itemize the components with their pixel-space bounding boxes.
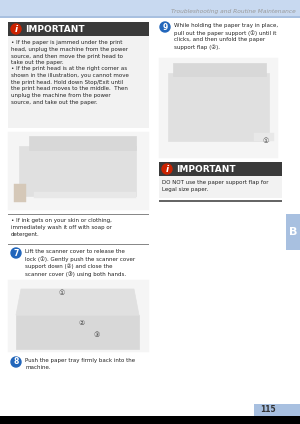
Circle shape [162, 164, 172, 174]
Bar [159, 162, 282, 176]
Text: ①: ① [59, 290, 65, 296]
Text: • If ink gets on your skin or clothing,
immediately wash it off with soap or
det: • If ink gets on your skin or clothing, … [11, 218, 112, 237]
Bar [29, 136, 136, 150]
Polygon shape [16, 289, 139, 315]
Text: ①: ① [263, 138, 269, 144]
Bar [8, 280, 149, 352]
Bar [159, 176, 282, 198]
Bar [0, 0, 300, 18]
Bar [14, 184, 26, 202]
Text: Lift the scanner cover to release the
lock (①). Gently push the scanner cover
su: Lift the scanner cover to release the lo… [25, 249, 135, 277]
Bar [159, 58, 278, 158]
Text: i: i [165, 165, 169, 173]
Text: DO NOT use the paper support flap for
Legal size paper.: DO NOT use the paper support flap for Le… [162, 180, 268, 192]
Bar [254, 133, 274, 141]
Text: While holding the paper tray in place,
pull out the paper support (①) until it
c: While holding the paper tray in place, p… [174, 23, 278, 50]
Bar [8, 132, 149, 210]
Text: Push the paper tray firmly back into the
machine.: Push the paper tray firmly back into the… [25, 358, 135, 370]
Text: IMPORTANT: IMPORTANT [176, 165, 236, 173]
Text: ③: ③ [94, 332, 100, 338]
Circle shape [11, 24, 21, 34]
Bar [254, 404, 300, 416]
Bar [286, 214, 300, 250]
Bar [159, 200, 282, 201]
Bar [0, 16, 300, 18]
Text: • If the paper is jammed under the print
head, unplug the machine from the power: • If the paper is jammed under the print… [11, 40, 128, 65]
Text: 9: 9 [162, 22, 168, 31]
Bar [0, 416, 300, 424]
Bar [168, 73, 269, 141]
Bar [8, 244, 149, 245]
Circle shape [11, 357, 21, 367]
Text: Troubleshooting and Routine Maintenance: Troubleshooting and Routine Maintenance [171, 9, 296, 14]
Text: i: i [14, 25, 18, 33]
Text: ②: ② [79, 320, 85, 326]
Circle shape [160, 22, 170, 32]
Text: 7: 7 [13, 248, 19, 257]
Bar [19, 146, 136, 196]
Text: 115: 115 [260, 405, 276, 415]
Text: 8: 8 [13, 357, 19, 366]
Bar [8, 214, 149, 215]
Bar [8, 22, 149, 36]
Circle shape [11, 248, 21, 258]
Text: B: B [289, 227, 297, 237]
Text: IMPORTANT: IMPORTANT [25, 25, 85, 33]
Bar [34, 192, 136, 198]
Bar [173, 63, 266, 76]
Bar [16, 315, 139, 349]
Bar [8, 36, 149, 128]
Text: • If the print head is at the right corner as
shown in the illustration, you can: • If the print head is at the right corn… [11, 66, 129, 105]
